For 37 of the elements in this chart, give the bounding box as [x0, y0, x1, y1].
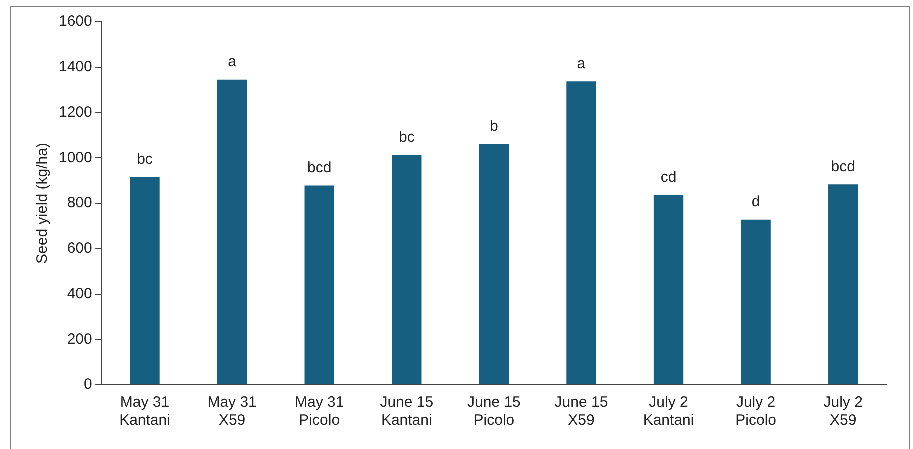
y-tick-label: 800: [67, 194, 92, 212]
data-label: a: [577, 55, 586, 72]
y-tick-label: 200: [67, 330, 92, 348]
data-label: bcd: [308, 159, 332, 176]
data-label: a: [228, 53, 238, 70]
bar: [479, 144, 510, 384]
y-tick-label: 1200: [58, 104, 92, 121]
x-tick-label: June 15 Picolo: [467, 394, 521, 430]
x-tick-label: May 31 Picolo: [295, 394, 344, 430]
bar: [304, 186, 334, 384]
x-tick-label: June 15 X59: [554, 394, 608, 430]
data-label: bc: [137, 151, 154, 168]
x-tick-label: July 2 Picolo: [736, 394, 776, 430]
x-tick-label: July 2 X59: [824, 394, 863, 430]
bar: [392, 155, 422, 384]
y-tick-label: 1400: [58, 58, 92, 76]
x-tick-label: May 31 X59: [208, 394, 257, 430]
x-tick-label: May 31 Kantani: [120, 394, 170, 430]
bar: [217, 80, 248, 384]
y-tick-label: 1600: [58, 13, 92, 30]
data-label: b: [490, 118, 498, 135]
y-tick-label: 0: [84, 376, 92, 394]
data-label: d: [752, 193, 760, 210]
x-tick-label: July 2 Kantani: [643, 394, 694, 430]
bar: [741, 220, 771, 384]
bar: [130, 177, 160, 384]
y-tick-label: 400: [67, 285, 92, 302]
y-tick-label: 600: [67, 240, 92, 258]
data-label: bcd: [831, 158, 856, 176]
bar: [566, 82, 596, 384]
y-tick-label: 1000: [58, 149, 92, 166]
data-label: cd: [660, 168, 677, 186]
bar: [654, 195, 684, 384]
x-tick-label: June 15 Kantani: [380, 394, 434, 430]
bar: [828, 184, 858, 384]
y-axis-title: Seed yield (kg/ha): [34, 143, 52, 264]
data-label: bc: [398, 129, 416, 146]
